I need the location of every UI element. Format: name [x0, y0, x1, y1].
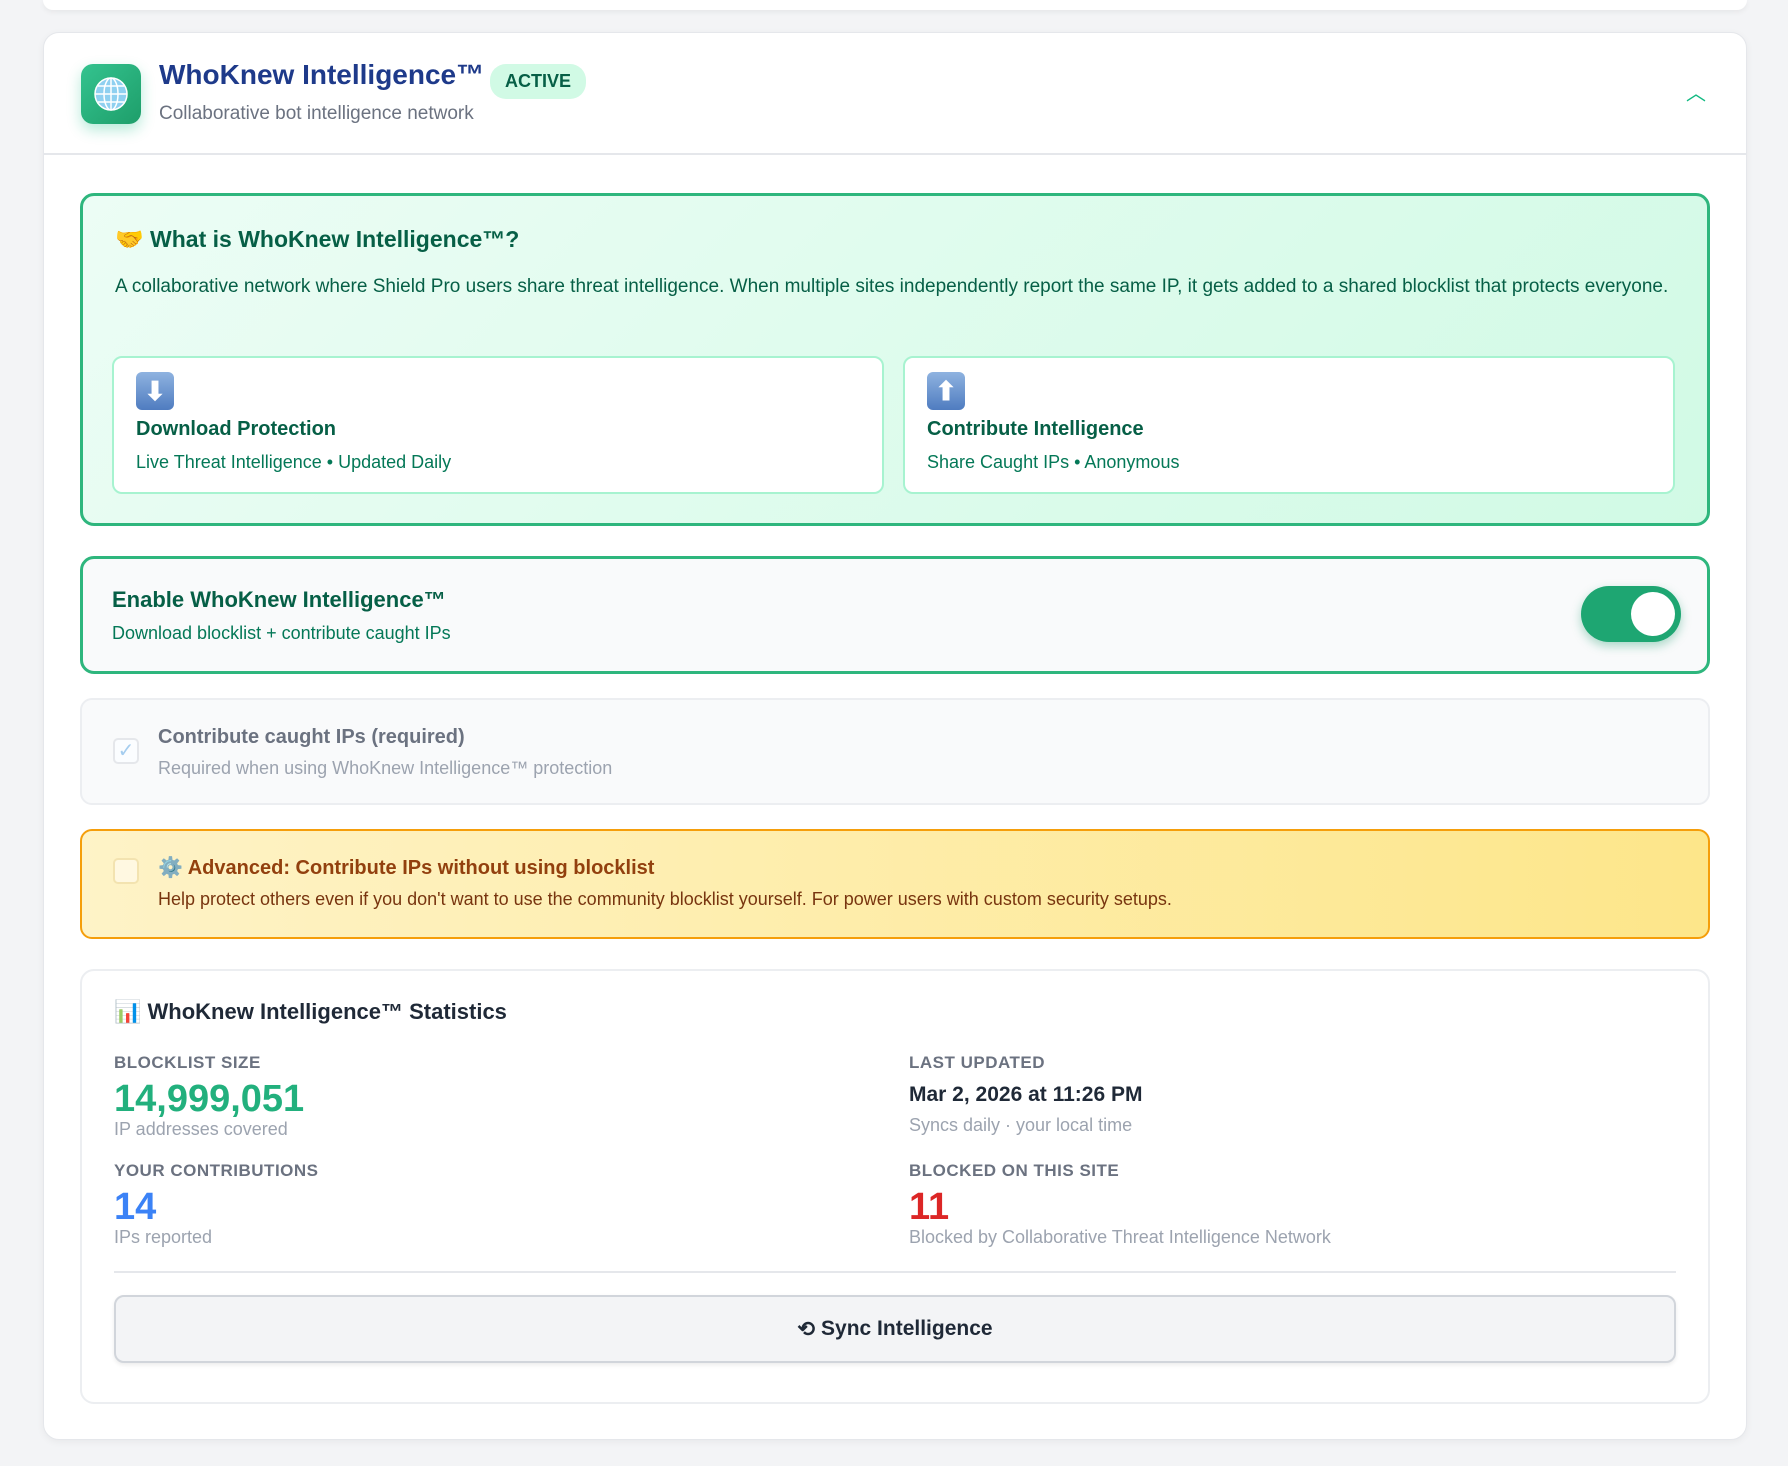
stat-value: 11 [909, 1186, 950, 1228]
toggle-knob [1631, 592, 1675, 636]
enable-toggle[interactable] [1581, 586, 1681, 642]
stat-label: LAST UPDATED [909, 1053, 1046, 1072]
stat-last-updated: LAST UPDATED Mar 2, 2026 at 11:26 PM Syn… [909, 1053, 1142, 1136]
feature-contribute: ⬆ Contribute Intelligence Share Caught I… [903, 356, 1675, 494]
advanced-title: ⚙️ Advanced: Contribute IPs without usin… [158, 855, 654, 880]
download-arrow-icon: ⬇ [136, 372, 174, 410]
card-header[interactable]: WhoKnew Intelligence™ ACTIVE Collaborati… [44, 33, 1746, 155]
contribute-option: ✓ Contribute caught IPs (required) Requi… [80, 698, 1710, 805]
stat-sub: Blocked by Collaborative Threat Intellig… [909, 1227, 1331, 1247]
enable-panel: Enable WhoKnew Intelligence™ Download bl… [80, 556, 1710, 674]
status-badge: ACTIVE [490, 64, 587, 99]
contribute-checkbox[interactable]: ✓ [113, 738, 139, 764]
info-panel: 🤝 What is WhoKnew Intelligence™? A colla… [80, 193, 1710, 526]
feature-desc: Live Threat Intelligence • Updated Daily [136, 452, 452, 472]
previous-card-edge [43, 0, 1747, 10]
handshake-icon: 🤝 [115, 226, 144, 252]
stats-title-text: WhoKnew Intelligence™ Statistics [147, 999, 507, 1024]
card-subtitle: Collaborative bot intelligence network [159, 103, 474, 124]
gear-icon: ⚙️ [158, 857, 183, 879]
sync-intelligence-button[interactable]: ⟲ Sync Intelligence [114, 1295, 1676, 1363]
stat-label: BLOCKED ON THIS SITE [909, 1161, 1120, 1180]
feature-title: Contribute Intelligence [927, 418, 1144, 440]
card-title: WhoKnew Intelligence™ [159, 59, 485, 90]
advanced-title-text: Advanced: Contribute IPs without using b… [187, 857, 655, 879]
bar-chart-icon: 📊 [114, 999, 142, 1024]
upload-arrow-icon: ⬆ [927, 372, 965, 410]
info-title: 🤝 What is WhoKnew Intelligence™? [115, 226, 519, 253]
stat-sub: Syncs daily · your local time [909, 1115, 1133, 1135]
feature-title: Download Protection [136, 418, 336, 440]
refresh-icon: ⟲ [797, 1317, 816, 1341]
globe-icon [81, 64, 141, 124]
stat-contributions: YOUR CONTRIBUTIONS 14 IPs reported [114, 1161, 319, 1248]
feature-download: ⬇ Download Protection Live Threat Intell… [112, 356, 884, 494]
stat-blocklist-size: BLOCKLIST SIZE 14,999,051 IP addresses c… [114, 1053, 304, 1140]
enable-desc: Download blocklist + contribute caught I… [112, 623, 451, 643]
chevron-up-icon[interactable]: ︿ [1686, 83, 1706, 105]
stat-label: YOUR CONTRIBUTIONS [114, 1161, 319, 1180]
stat-sub: IP addresses covered [114, 1119, 288, 1139]
enable-title: Enable WhoKnew Intelligence™ [112, 587, 446, 612]
advanced-option: ⚙️ Advanced: Contribute IPs without usin… [80, 829, 1710, 939]
sync-label: Sync Intelligence [821, 1317, 993, 1340]
intelligence-card: WhoKnew Intelligence™ ACTIVE Collaborati… [43, 32, 1747, 1440]
statistics-panel: 📊 WhoKnew Intelligence™ Statistics BLOCK… [80, 969, 1710, 1404]
advanced-desc: Help protect others even if you don't wa… [158, 889, 1172, 909]
info-title-text: What is WhoKnew Intelligence™? [150, 226, 520, 252]
divider [114, 1271, 1676, 1273]
stat-blocked: BLOCKED ON THIS SITE 11 Blocked by Colla… [909, 1161, 1331, 1248]
stats-title: 📊 WhoKnew Intelligence™ Statistics [114, 999, 507, 1025]
stat-sub: IPs reported [114, 1227, 213, 1247]
stat-value: Mar 2, 2026 at 11:26 PM [909, 1083, 1143, 1106]
advanced-checkbox[interactable] [113, 858, 139, 884]
stat-value: 14 [114, 1186, 157, 1228]
feature-desc: Share Caught IPs • Anonymous [927, 452, 1180, 472]
contribute-title: Contribute caught IPs (required) [158, 726, 465, 748]
contribute-desc: Required when using WhoKnew Intelligence… [158, 758, 613, 778]
stat-label: BLOCKLIST SIZE [114, 1053, 261, 1072]
info-description: A collaborative network where Shield Pro… [115, 276, 1669, 297]
stat-value: 14,999,051 [114, 1078, 305, 1120]
